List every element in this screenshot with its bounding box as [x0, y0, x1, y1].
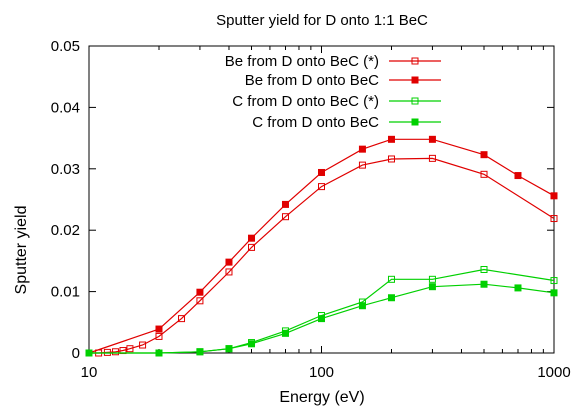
x-tick-label: 10: [81, 364, 98, 381]
series-3: [85, 265, 558, 357]
y-tick-label: 0.04: [51, 99, 80, 116]
data-point: [480, 280, 488, 288]
series-1: [85, 154, 558, 357]
legend-label: C from D onto BeC (*): [232, 93, 379, 110]
data-point: [358, 302, 366, 310]
legend-marker: [411, 76, 419, 84]
legend-label: Be from D onto BeC: [245, 72, 379, 89]
data-point: [480, 265, 488, 273]
data-point: [248, 243, 256, 251]
data-point: [196, 288, 204, 296]
y-tick-label: 0.03: [51, 161, 80, 178]
data-point: [225, 258, 233, 266]
legend-label: C from D onto BeC: [252, 114, 379, 131]
data-point: [318, 183, 325, 191]
data-point: [178, 315, 186, 323]
data-point: [550, 215, 558, 223]
data-point: [387, 155, 395, 163]
data-point: [281, 213, 289, 221]
series-2: [85, 135, 558, 357]
y-tick-label: 0.01: [51, 284, 80, 301]
data-point: [428, 275, 436, 283]
data-point: [480, 170, 488, 178]
y-tick-label: 0: [72, 345, 80, 362]
data-point: [387, 135, 395, 143]
data-point: [480, 151, 488, 159]
legend-marker: [411, 97, 419, 105]
data-point: [155, 332, 163, 340]
data-point: [514, 284, 522, 292]
data-point: [358, 161, 366, 169]
data-point: [281, 329, 289, 337]
data-point: [225, 268, 233, 276]
x-tick-label: 1000: [537, 364, 570, 381]
y-tick-label: 0.05: [51, 38, 80, 55]
data-point: [155, 349, 163, 357]
data-point: [387, 275, 395, 283]
x-tick-label: 100: [309, 364, 334, 381]
data-point: [155, 325, 163, 333]
data-point: [428, 135, 436, 143]
series-line: [89, 157, 555, 354]
axis-ticks: 0 0.01 0.02 0.03 0.04 0.05 10 100 1000: [51, 38, 571, 381]
data-point: [103, 348, 111, 356]
data-point: [428, 154, 436, 162]
data-point: [85, 349, 93, 357]
series-layer: [85, 135, 558, 357]
y-axis-label: Sputter yield: [13, 206, 30, 295]
y-tick-label: 0.02: [51, 222, 80, 239]
chart-title: Sputter yield for D onto 1:1 BeC: [216, 12, 428, 29]
data-point: [126, 345, 134, 353]
data-point: [428, 283, 436, 291]
data-point: [111, 348, 119, 356]
legend-marker: [411, 57, 419, 65]
legend-marker: [411, 118, 419, 126]
data-point: [550, 277, 558, 285]
data-point: [387, 294, 395, 302]
data-point: [318, 315, 325, 323]
legend-label: Be from D onto BeC (*): [225, 53, 379, 70]
data-point: [248, 234, 256, 242]
series-4: [85, 280, 558, 357]
data-point: [196, 348, 204, 356]
data-point: [514, 172, 522, 180]
x-axis-label: Energy (eV): [279, 389, 364, 406]
data-point: [358, 145, 366, 153]
data-point: [225, 345, 233, 353]
legend: Be from D onto BeC (*) Be from D onto BeC…: [225, 53, 441, 131]
data-point: [550, 289, 558, 297]
data-point: [139, 341, 147, 349]
data-point: [550, 192, 558, 200]
data-point: [196, 297, 204, 305]
data-point: [318, 168, 325, 176]
data-point: [281, 200, 289, 208]
data-point: [248, 340, 256, 348]
